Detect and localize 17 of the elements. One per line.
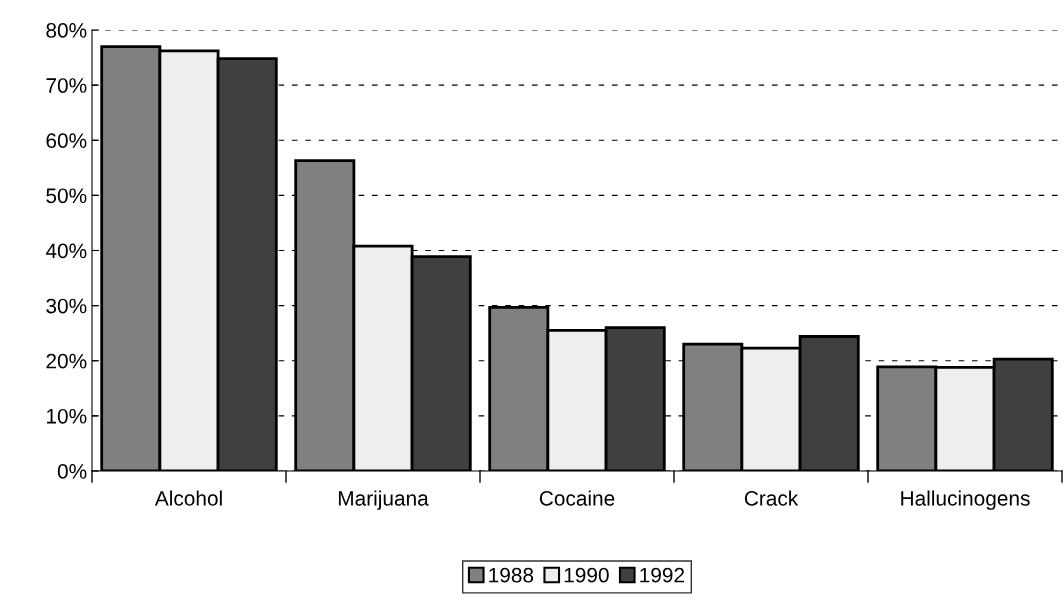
y-tick-label: 50% (46, 188, 87, 204)
y-tick-label: 70% (46, 78, 87, 93)
y-tick-label: 40% (45, 243, 87, 259)
y-tick-label: 0% (57, 464, 87, 479)
legend-label: 1992 (640, 567, 685, 583)
y-tick-label: 60% (46, 133, 87, 148)
y-tick-label: 10% (47, 408, 87, 424)
legend-label: 1990 (564, 567, 609, 583)
legend-label: 1988 (489, 567, 534, 583)
x-tick-label: Cocaine (539, 490, 615, 506)
x-tick-label: Hallucinogens (901, 490, 1030, 510)
y-tick-label: 20% (46, 353, 87, 369)
x-tick-label: Crack (744, 490, 799, 506)
y-tick-label: 80% (46, 23, 87, 38)
x-tick-label: Marijuana (338, 490, 429, 510)
x-tick-label: Alcohol (154, 490, 222, 506)
y-tick-label: 30% (46, 298, 87, 314)
